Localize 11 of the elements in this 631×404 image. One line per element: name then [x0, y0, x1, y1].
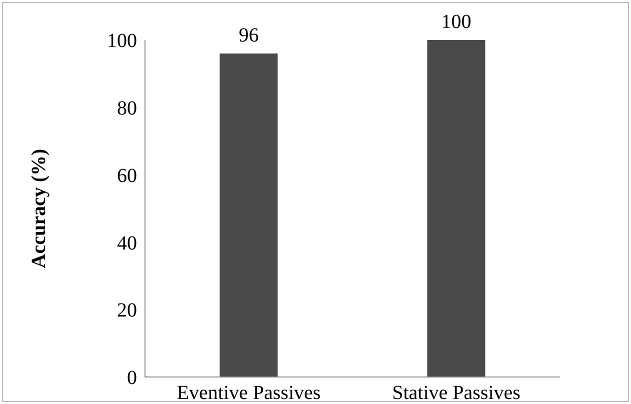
- x-tick-label: Stative Passives: [392, 382, 521, 404]
- x-tick-label: Eventive Passives: [176, 382, 321, 404]
- data-label: 100: [441, 11, 472, 33]
- y-tick-label: 40: [117, 232, 137, 254]
- y-axis-title: Accuracy (%): [28, 148, 50, 268]
- data-label: 96: [238, 24, 259, 46]
- y-tick-label: 100: [107, 30, 137, 52]
- y-tick-label: 0: [127, 367, 137, 390]
- y-tick-label: 80: [117, 98, 137, 120]
- y-tick-label: 20: [117, 300, 137, 322]
- y-tick-label: 60: [117, 164, 137, 187]
